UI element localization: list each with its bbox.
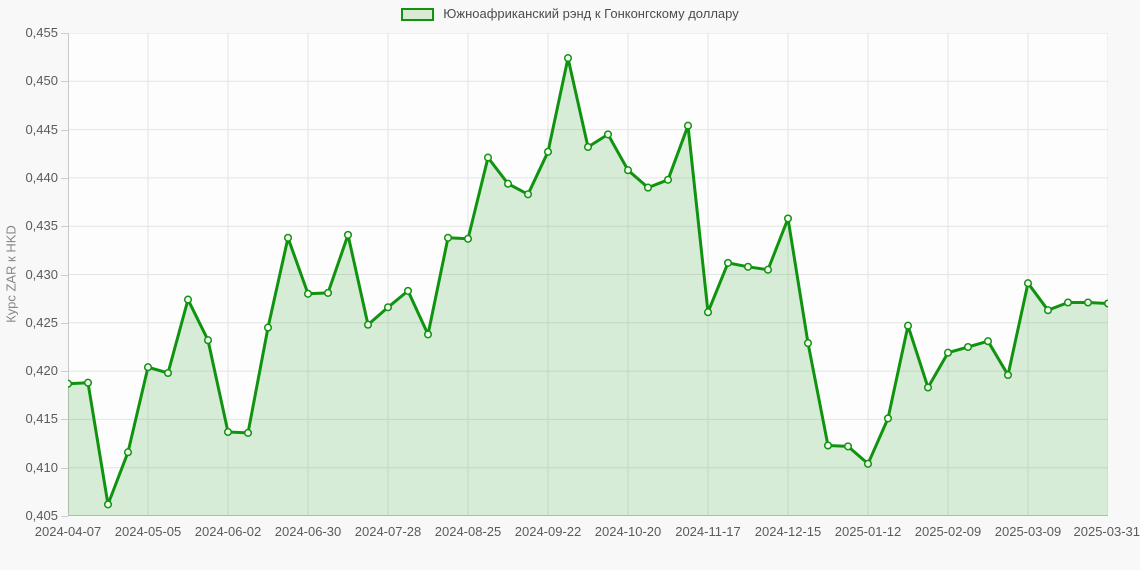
data-point-marker[interactable] <box>463 234 473 243</box>
x-axis-tick-label: 2024-12-15 <box>754 524 822 539</box>
x-axis-tick-label: 2024-05-05 <box>114 524 182 539</box>
data-point-marker[interactable] <box>68 379 73 388</box>
y-axis-tick-label: 0,435 <box>25 218 58 234</box>
data-point-marker[interactable] <box>103 500 113 509</box>
x-axis-tick-label: 2024-04-07 <box>34 524 102 539</box>
x-axis-tick-label: 2024-06-30 <box>274 524 342 539</box>
data-point-marker[interactable] <box>903 321 913 330</box>
data-point-marker[interactable] <box>343 230 353 239</box>
data-point-marker[interactable] <box>1023 279 1033 288</box>
y-axis-tick-mark <box>61 371 68 373</box>
y-axis-tick-mark <box>61 322 68 324</box>
data-point-marker[interactable] <box>1103 299 1108 308</box>
data-point-marker[interactable] <box>543 147 553 156</box>
y-axis-tick-label: 0,440 <box>25 169 58 185</box>
data-point-marker[interactable] <box>623 166 633 175</box>
data-point-marker[interactable] <box>443 233 453 242</box>
data-point-marker[interactable] <box>143 363 153 372</box>
data-point-marker[interactable] <box>703 308 713 317</box>
y-axis-tick-label: 0,420 <box>25 363 58 379</box>
y-axis-tick-mark <box>61 33 68 34</box>
y-axis-tick-label: 0,415 <box>25 411 58 427</box>
data-point-marker[interactable] <box>1003 370 1013 380</box>
data-point-marker[interactable] <box>183 295 193 304</box>
data-point-marker[interactable] <box>283 233 293 242</box>
data-point-marker[interactable] <box>683 121 693 130</box>
y-axis-tick-label: 0,405 <box>25 508 58 523</box>
data-point-marker[interactable] <box>783 214 793 223</box>
legend: Южноафриканский рэнд к Гонконгскому долл… <box>0 5 1140 23</box>
y-axis-tick-label: 0,455 <box>25 25 58 40</box>
y-axis-tick-mark <box>61 419 68 421</box>
y-axis-tick-label: 0,410 <box>25 459 58 475</box>
data-point-marker[interactable] <box>723 258 733 267</box>
data-point-marker[interactable] <box>963 342 973 352</box>
x-axis-tick-label: 2024-10-20 <box>594 524 662 539</box>
data-point-marker[interactable] <box>563 54 573 63</box>
x-axis-tick-label: 2024-08-25 <box>434 524 502 539</box>
x-axis-tick-label: 2025-03-31 <box>1073 524 1140 539</box>
y-axis-tick-label: 0,450 <box>25 73 58 89</box>
x-axis-tick-label: 2025-02-09 <box>914 524 982 539</box>
data-point-marker[interactable] <box>843 442 853 451</box>
data-point-marker[interactable] <box>643 183 653 192</box>
x-axis-tick-label: 2025-03-09 <box>994 524 1062 539</box>
x-axis-tick-label: 2024-07-28 <box>354 524 422 539</box>
y-axis-tick-mark <box>61 226 68 228</box>
data-point-marker[interactable] <box>1083 298 1093 307</box>
y-axis-tick-label: 0,445 <box>25 121 58 137</box>
data-point-marker[interactable] <box>603 130 613 139</box>
legend-swatch[interactable] <box>401 7 435 21</box>
y-axis-tick-mark <box>61 274 68 276</box>
data-point-marker[interactable] <box>263 323 273 332</box>
y-axis-tick-mark <box>61 177 68 179</box>
data-point-marker[interactable] <box>943 348 953 357</box>
data-point-marker[interactable] <box>503 179 513 188</box>
area-fill <box>68 58 1108 516</box>
data-point-marker[interactable] <box>583 142 593 152</box>
data-point-marker[interactable] <box>663 175 673 184</box>
data-point-marker[interactable] <box>763 265 773 274</box>
data-point-marker[interactable] <box>323 288 333 297</box>
data-point-marker[interactable] <box>383 303 393 312</box>
data-point-marker[interactable] <box>223 427 233 437</box>
data-point-marker[interactable] <box>363 320 373 329</box>
y-axis-tick-label: 0,430 <box>25 266 58 282</box>
y-axis-tick-label: 0,425 <box>25 314 58 330</box>
data-point-marker[interactable] <box>523 190 533 199</box>
data-point-marker[interactable] <box>1063 298 1073 307</box>
data-point-marker[interactable] <box>743 262 753 271</box>
data-point-marker[interactable] <box>883 414 893 423</box>
plot-area <box>68 33 1108 516</box>
y-axis-tick-mark <box>61 467 68 469</box>
data-point-marker[interactable] <box>163 368 173 378</box>
data-point-marker[interactable] <box>423 330 433 339</box>
y-axis-tick-mark <box>61 129 68 131</box>
y-axis-tick-mark <box>61 516 68 517</box>
data-point-marker[interactable] <box>803 339 813 348</box>
data-point-marker[interactable] <box>983 337 993 346</box>
data-point-marker[interactable] <box>203 336 213 345</box>
data-point-marker[interactable] <box>923 383 933 392</box>
data-point-marker[interactable] <box>483 153 493 162</box>
data-point-marker[interactable] <box>243 428 253 437</box>
data-point-marker[interactable] <box>823 441 833 450</box>
x-axis-tick-label: 2024-11-17 <box>675 524 741 539</box>
data-point-marker[interactable] <box>403 286 413 295</box>
data-point-marker[interactable] <box>123 448 133 457</box>
x-axis-tick-label: 2024-09-22 <box>514 524 582 539</box>
data-point-marker[interactable] <box>1043 306 1053 315</box>
y-axis-tick-mark <box>61 81 68 83</box>
data-point-marker[interactable] <box>303 289 313 298</box>
x-axis-tick-label: 2025-01-12 <box>834 524 902 539</box>
data-point-marker[interactable] <box>863 459 873 468</box>
x-axis-tick-label: 2024-06-02 <box>194 524 262 539</box>
legend-label[interactable]: Южноафриканский рэнд к Гонконгскому долл… <box>443 6 739 21</box>
exchange-rate-chart <box>68 33 1108 516</box>
data-point-marker[interactable] <box>83 378 93 387</box>
